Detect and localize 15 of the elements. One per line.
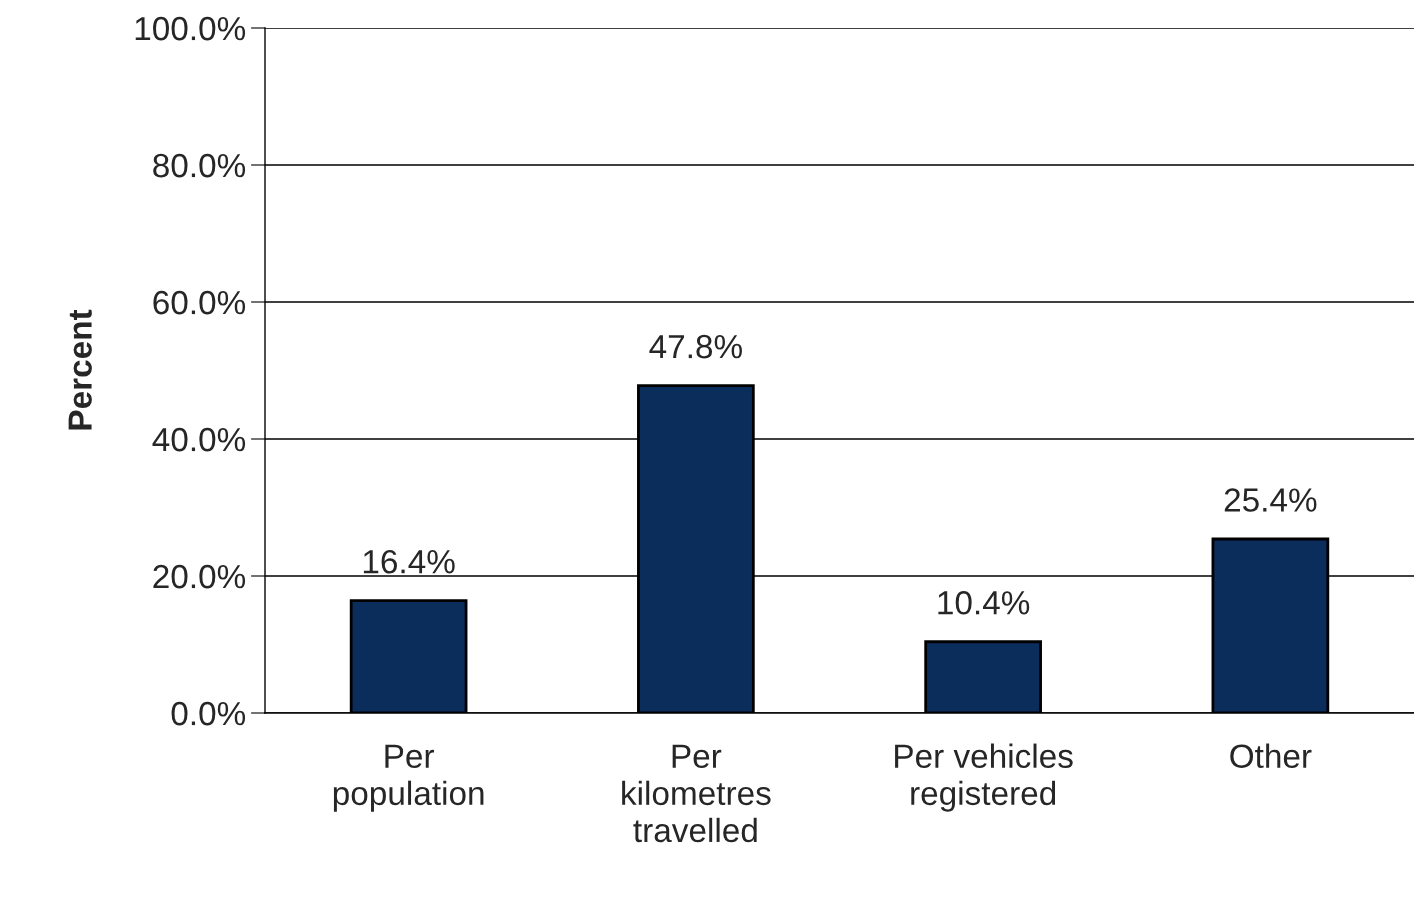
- y-tick-label: 40.0%: [152, 427, 246, 452]
- y-tick-label: 20.0%: [153, 564, 246, 589]
- x-tick-label: Other: [1230, 743, 1312, 769]
- y-tick-label: 80.0%: [153, 153, 246, 178]
- x-tick-label: Per vehicles registered: [895, 743, 1073, 812]
- y-tick-label: 60.0%: [153, 290, 246, 315]
- x-tick-label: Per kilometres travelled: [622, 744, 771, 843]
- data-label: 10.4%: [938, 591, 1030, 615]
- x-tick-label: Per population: [333, 744, 484, 812]
- y-tick-label: 0.0%: [171, 701, 246, 726]
- data-label: 47.8%: [649, 334, 742, 359]
- data-label: 16.4%: [363, 549, 455, 574]
- y-axis-title: Percent: [68, 309, 92, 430]
- data-label: 25.4%: [1224, 488, 1317, 512]
- y-tick-label: 100.0%: [135, 16, 246, 41]
